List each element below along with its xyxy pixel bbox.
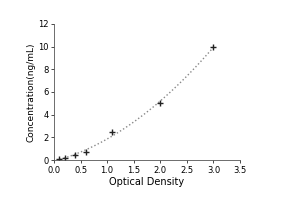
Y-axis label: Concentration(ng/mL): Concentration(ng/mL) (26, 42, 35, 142)
X-axis label: Optical Density: Optical Density (110, 177, 184, 187)
